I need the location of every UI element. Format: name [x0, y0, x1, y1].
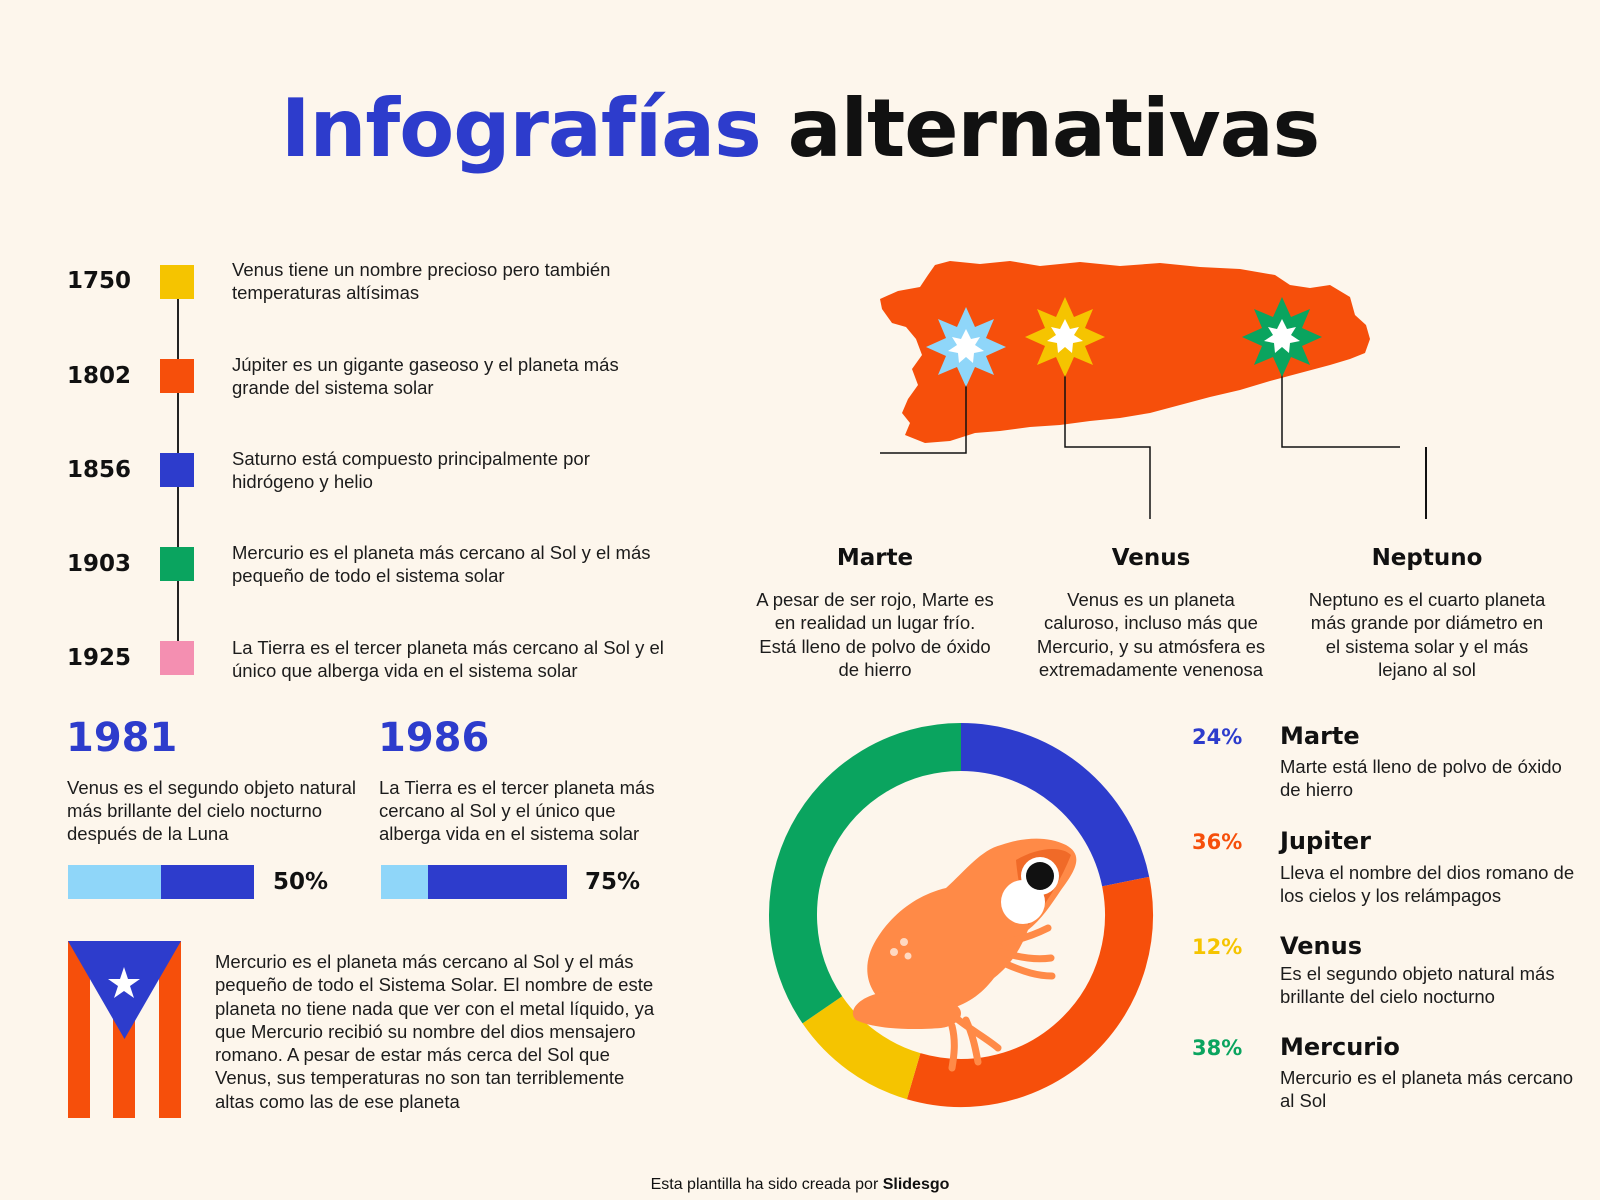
timeline-year-1856: 1856 [67, 457, 132, 483]
connector-line-venus [1064, 337, 1151, 519]
progress-bar-1986 [381, 865, 567, 899]
stat-year-1981: 1981 [66, 715, 178, 761]
connector-line-neptuno-drop [1425, 447, 1427, 519]
stat-year-1986: 1986 [378, 715, 490, 761]
map-label-marte: Marte [836, 545, 914, 571]
timeline-square-yellow [160, 265, 194, 299]
legend-pct-marte: 24% [1192, 725, 1243, 749]
map-label-neptuno: Neptuno [1371, 545, 1483, 571]
legend-desc-marte: Marte está lleno de polvo de óxido de hi… [1280, 756, 1562, 801]
timeline-text: Venus tiene un nombre precioso pero tamb… [232, 259, 611, 303]
puerto-rico-flag-icon [68, 941, 181, 1118]
timeline-year-1802: 1802 [67, 363, 132, 389]
star-venus-icon [1025, 297, 1105, 377]
star-neptuno-icon [1242, 297, 1322, 377]
title-part2: alternativas [787, 82, 1321, 175]
timeline-text: Saturno está compuesto principalmente po… [232, 448, 590, 492]
page-title: Infografías alternativas [0, 82, 1600, 175]
footer-brand: Slidesgo [882, 1176, 950, 1193]
stat-text-1986: La Tierra es el tercer planeta más cerca… [379, 777, 655, 844]
timeline-year-1750: 1750 [67, 268, 132, 294]
timeline-text: Mercurio es el planeta más cercano al So… [232, 542, 651, 586]
frog-icon [852, 838, 1077, 1072]
legend-desc-mercurio: Mercurio es el planeta más cercano al So… [1280, 1067, 1574, 1112]
timeline-year-1925: 1925 [67, 645, 132, 671]
legend-title-jupiter: Jupiter [1280, 827, 1372, 855]
mercury-paragraph: Mercurio es el planeta más cercano al So… [215, 951, 655, 1112]
star-marte-icon [926, 307, 1006, 387]
timeline-text: La Tierra es el tercer planeta más cerca… [232, 637, 664, 681]
donut-chart [769, 723, 1153, 1107]
map-label-venus: Venus [1111, 545, 1191, 571]
footer-prefix: Esta plantilla ha sido creada por [650, 1176, 883, 1193]
timeline-text: Júpiter es un gigante gaseoso y el plane… [232, 354, 619, 398]
donut-slice-marte [960, 723, 1150, 887]
map-desc-neptuno: Neptuno es el cuarto planeta más grande … [1308, 589, 1546, 680]
legend-desc-venus: Es el segundo objeto natural más brillan… [1280, 963, 1555, 1008]
progress-bar-fill-1986 [427, 865, 567, 899]
donut-slice-jupiter [906, 876, 1153, 1107]
legend-pct-jupiter: 36% [1192, 830, 1243, 854]
progress-label-1986: 75% [585, 869, 641, 895]
timeline-square-orange [160, 359, 194, 393]
timeline-year-1903: 1903 [67, 551, 132, 577]
legend-pct-venus: 12% [1192, 935, 1243, 959]
timeline-square-blue [160, 453, 194, 487]
connector-line-marte [880, 347, 967, 454]
stat-text-1981: Venus es el segundo objeto natural más b… [67, 777, 357, 844]
timeline-square-pink [160, 641, 194, 675]
legend-pct-mercurio: 38% [1192, 1036, 1243, 1060]
progress-bar-fill-1981 [161, 865, 254, 899]
timeline-square-green [160, 547, 194, 581]
legend-title-marte: Marte [1280, 722, 1360, 750]
progress-bar-1981 [68, 865, 254, 899]
island-shape [880, 261, 1370, 443]
progress-label-1981: 50% [273, 869, 329, 895]
donut-slice-mercurio [769, 723, 962, 1024]
legend-desc-jupiter: Lleva el nombre del dios romano de los c… [1280, 862, 1575, 907]
legend-title-mercurio: Mercurio [1280, 1033, 1400, 1061]
donut-slice-venus [802, 995, 922, 1100]
footer-credit: Esta plantilla ha sido creada por Slides… [0, 1176, 1600, 1194]
puerto-rico-map [880, 261, 1400, 519]
map-desc-marte: A pesar de ser rojo, Marte es en realida… [756, 589, 994, 680]
legend-title-venus: Venus [1280, 932, 1362, 960]
title-part1: Infografías [280, 82, 762, 175]
map-desc-venus: Venus es un planeta caluroso, incluso má… [1036, 589, 1266, 680]
